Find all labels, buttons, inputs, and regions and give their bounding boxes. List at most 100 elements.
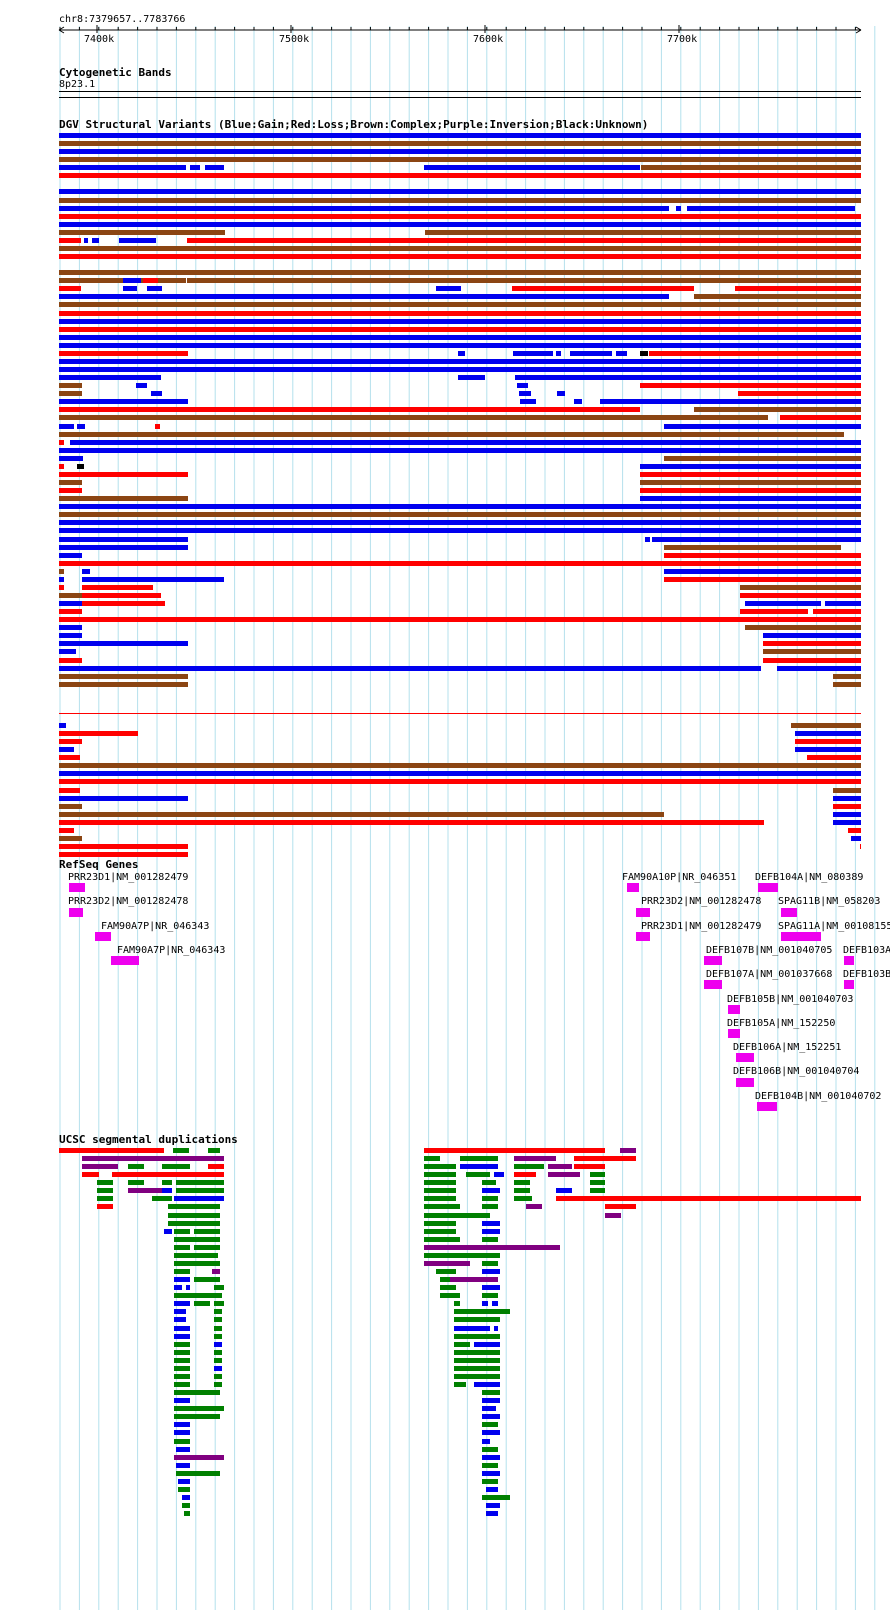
segdup-feature[interactable]	[128, 1180, 144, 1185]
sv-feature[interactable]	[664, 553, 861, 558]
segdup-feature[interactable]	[214, 1334, 222, 1339]
sv-feature[interactable]	[59, 189, 861, 194]
segdup-feature[interactable]	[174, 1334, 190, 1339]
segdup-feature[interactable]	[590, 1172, 605, 1177]
segdup-feature[interactable]	[186, 1285, 190, 1290]
gene-model[interactable]	[781, 932, 821, 941]
sv-feature[interactable]	[59, 504, 861, 509]
segdup-feature[interactable]	[556, 1196, 861, 1201]
sv-feature[interactable]	[59, 367, 861, 372]
sv-feature[interactable]	[59, 294, 669, 299]
sv-feature[interactable]	[59, 593, 82, 598]
segdup-feature[interactable]	[482, 1422, 498, 1427]
gene-label[interactable]: FAM90A7P|NR_046343	[117, 945, 226, 956]
segdup-feature[interactable]	[97, 1188, 113, 1193]
segdup-feature[interactable]	[214, 1342, 222, 1347]
segdup-feature[interactable]	[474, 1382, 500, 1387]
sv-feature[interactable]	[59, 157, 861, 162]
gene-model[interactable]	[627, 883, 639, 892]
gene-model[interactable]	[736, 1053, 754, 1062]
segdup-feature[interactable]	[424, 1196, 456, 1201]
segdup-feature[interactable]	[486, 1503, 500, 1508]
sv-feature[interactable]	[833, 820, 861, 825]
sv-feature[interactable]	[59, 464, 64, 469]
sv-feature[interactable]	[833, 804, 861, 809]
segdup-feature[interactable]	[214, 1301, 224, 1306]
sv-feature[interactable]	[825, 601, 861, 606]
segdup-feature[interactable]	[460, 1156, 498, 1161]
sv-feature[interactable]	[59, 625, 82, 630]
sv-feature[interactable]	[694, 407, 861, 412]
gene-model[interactable]	[636, 932, 650, 941]
sv-feature[interactable]	[59, 351, 188, 356]
sv-feature[interactable]	[59, 788, 80, 793]
segdup-feature[interactable]	[176, 1180, 224, 1185]
sv-feature[interactable]	[860, 844, 861, 849]
segdup-feature[interactable]	[174, 1406, 224, 1411]
segdup-feature[interactable]	[174, 1229, 190, 1234]
sv-feature[interactable]	[59, 456, 83, 461]
segdup-feature[interactable]	[174, 1301, 190, 1306]
sv-feature[interactable]	[851, 836, 861, 841]
sv-feature[interactable]	[59, 755, 80, 760]
sv-feature[interactable]	[640, 496, 861, 501]
segdup-feature[interactable]	[174, 1269, 190, 1274]
segdup-feature[interactable]	[178, 1479, 190, 1484]
sv-feature[interactable]	[763, 658, 861, 663]
segdup-feature[interactable]	[460, 1164, 498, 1169]
sv-feature[interactable]	[640, 351, 648, 356]
sv-feature[interactable]	[556, 351, 561, 356]
segdup-feature[interactable]	[482, 1414, 500, 1419]
gene-label[interactable]: SPAG11B|NM_058203	[778, 896, 881, 907]
segdup-feature[interactable]	[176, 1447, 190, 1452]
segdup-feature[interactable]	[514, 1196, 532, 1201]
sv-feature[interactable]	[59, 432, 844, 437]
segdup-feature[interactable]	[424, 1245, 560, 1250]
sv-feature[interactable]	[59, 302, 861, 307]
gene-model[interactable]	[757, 1102, 777, 1111]
sv-feature[interactable]	[82, 593, 161, 598]
sv-feature[interactable]	[745, 625, 861, 630]
segdup-feature[interactable]	[194, 1245, 220, 1250]
sv-feature[interactable]	[59, 383, 82, 388]
segdup-feature[interactable]	[526, 1204, 542, 1209]
sv-feature[interactable]	[833, 788, 861, 793]
sv-feature[interactable]	[59, 545, 188, 550]
sv-feature[interactable]	[59, 601, 82, 606]
segdup-feature[interactable]	[174, 1237, 220, 1242]
segdup-feature[interactable]	[174, 1374, 190, 1379]
sv-feature[interactable]	[570, 351, 612, 356]
segdup-feature[interactable]	[486, 1487, 498, 1492]
segdup-feature[interactable]	[174, 1350, 190, 1355]
segdup-feature[interactable]	[162, 1188, 172, 1193]
gene-label[interactable]: SPAG11A|NM_001081552	[778, 921, 890, 932]
segdup-feature[interactable]	[424, 1261, 470, 1266]
segdup-feature[interactable]	[214, 1358, 222, 1363]
sv-feature[interactable]	[59, 472, 188, 477]
sv-feature[interactable]	[59, 812, 664, 817]
segdup-feature[interactable]	[514, 1164, 544, 1169]
sv-feature[interactable]	[833, 682, 861, 687]
sv-feature[interactable]	[664, 456, 861, 461]
gene-label[interactable]: FAM90A10P|NR_046351	[622, 872, 737, 883]
segdup-feature[interactable]	[440, 1277, 456, 1282]
segdup-feature[interactable]	[482, 1180, 496, 1185]
sv-feature[interactable]	[59, 141, 861, 146]
sv-feature[interactable]	[557, 391, 565, 396]
gene-label[interactable]: DEFB105A|NM_152250	[727, 1018, 836, 1029]
sv-feature[interactable]	[82, 569, 90, 574]
gene-label[interactable]: PRR23D1|NM_001282479	[641, 921, 762, 932]
sv-feature[interactable]	[59, 214, 861, 219]
sv-feature[interactable]	[664, 424, 861, 429]
gene-model[interactable]	[758, 883, 778, 892]
sv-feature[interactable]	[59, 440, 64, 445]
sv-feature[interactable]	[59, 327, 861, 332]
sv-feature[interactable]	[833, 674, 861, 679]
segdup-feature[interactable]	[424, 1237, 460, 1242]
sv-feature[interactable]	[59, 537, 188, 542]
segdup-feature[interactable]	[212, 1269, 220, 1274]
gene-model[interactable]	[844, 956, 854, 965]
sv-feature[interactable]	[82, 585, 153, 590]
sv-feature[interactable]	[640, 464, 861, 469]
sv-feature[interactable]	[795, 739, 861, 744]
